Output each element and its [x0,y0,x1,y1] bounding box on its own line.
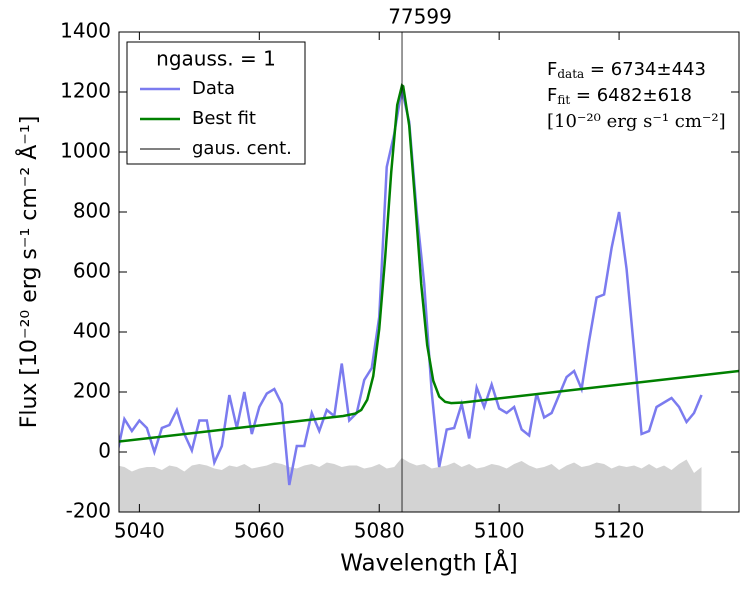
annotation: Ffit = 6482±618 [547,85,692,107]
frame [118,31,740,513]
legend-box [126,41,306,165]
annotation: Fdata = 6734±443 [547,59,706,81]
legend: ngauss. = 1 Data Best fit gaus. cent. [126,41,306,165]
x-tick-label: 5120 [594,519,645,543]
legend-label: Data [192,78,235,99]
error-band [119,458,702,512]
x-tick-label: 5040 [114,519,165,543]
annotation-text: [10⁻²⁰ erg s⁻¹ cm⁻²] [547,111,726,132]
y-tick-label: 0 [98,439,111,463]
y-tick-label: 800 [73,199,111,223]
x-axis-label: Wavelength [Å] [340,549,517,577]
y-tick-label: 400 [73,319,111,343]
y-tick-label: 200 [73,379,111,403]
axes: -200 0 200 400 600 800 1000 1200 1400 5040 5060 508… [60,19,739,543]
y-tick-label: 1200 [60,79,111,103]
legend-label: Best fit [192,108,256,129]
y-tick-label: -200 [66,499,111,523]
annotation-text: F [547,59,557,80]
annotation: [10⁻²⁰ erg s⁻¹ cm⁻²] [547,111,726,132]
y-tick-label: 600 [73,259,111,283]
annotation-text: F [547,85,557,106]
legend-label: gaus. cent. [192,138,292,159]
legend-title: ngauss. = 1 [156,47,276,71]
plot-area [119,32,739,512]
y-tick-label: 1400 [60,19,111,43]
annotation-rest: = 6482±618 [570,85,692,106]
annotation-rest: = 6734±443 [584,59,706,80]
x-tick-label: 5100 [474,519,525,543]
chart-title: 77599 [388,5,452,29]
x-tick-label: 5080 [354,519,405,543]
annotation-sub: data [557,67,584,81]
y-tick-label: 1000 [60,139,111,163]
annotation-sub: fit [557,93,570,107]
series-line [119,83,739,443]
x-tick-label: 5060 [234,519,285,543]
y-axis-label: Flux [10⁻²⁰ erg s⁻¹ cm⁻² Å⁻¹] [15,116,42,429]
